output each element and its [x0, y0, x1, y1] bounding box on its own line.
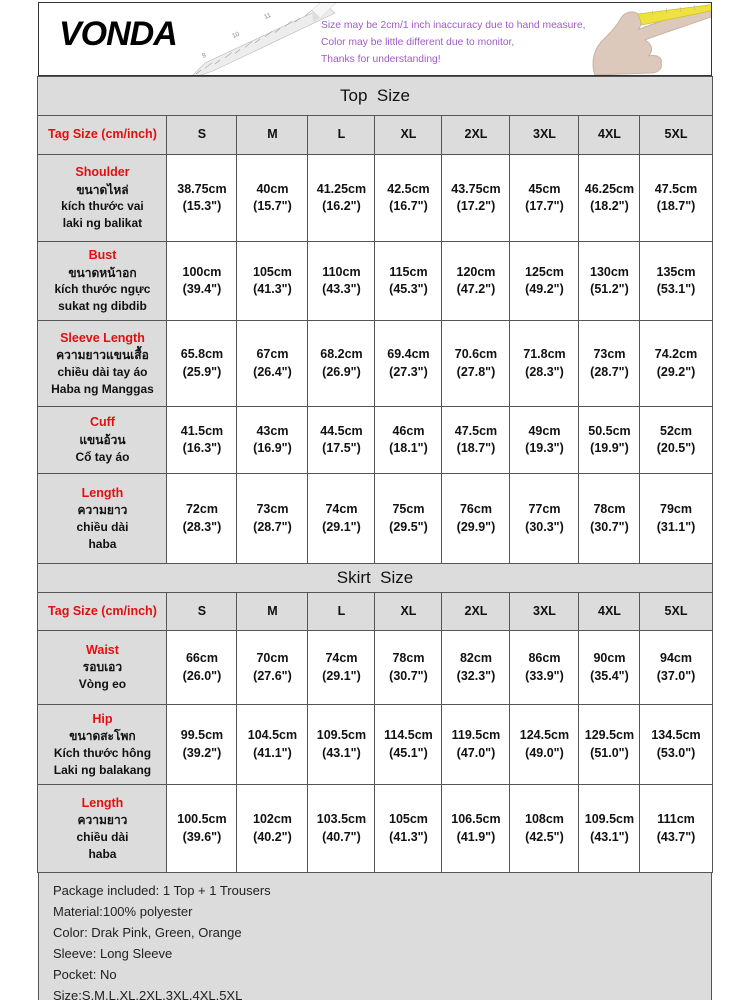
- svg-text:10: 10: [231, 31, 241, 40]
- svg-text:9: 9: [201, 52, 207, 60]
- svg-text:11: 11: [263, 12, 272, 21]
